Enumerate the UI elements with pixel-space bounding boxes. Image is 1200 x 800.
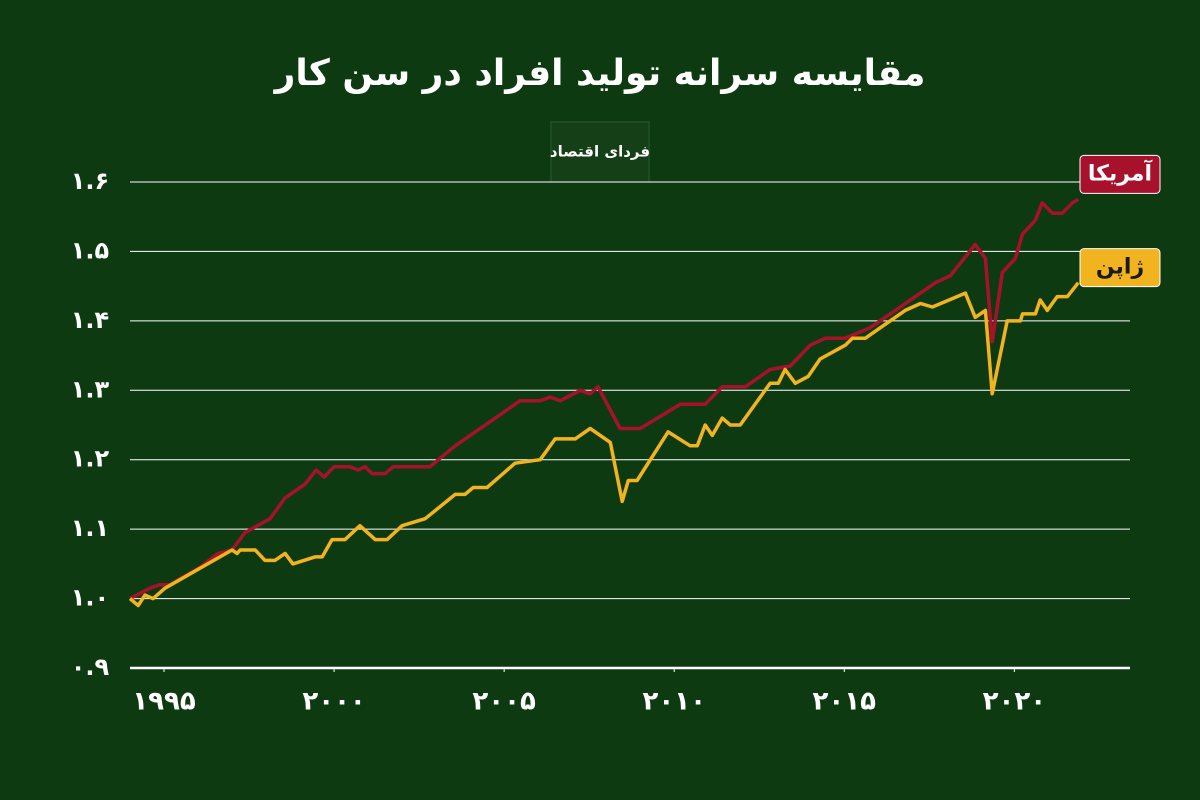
x-tick-label: ۲۰۰۰ <box>302 687 365 717</box>
y-tick-label: ۱.۴ <box>71 306 109 334</box>
x-tick-label: ۲۰۱۵ <box>813 687 877 717</box>
legend-label: آمریکا <box>1088 158 1153 186</box>
x-tick-label: ۱۹۹۵ <box>132 687 196 717</box>
logo: فردای اقتصاد <box>550 143 650 161</box>
y-tick-label: ۱.۵ <box>71 236 109 264</box>
legend-box <box>1079 248 1161 288</box>
y-tick-label: ۱.۲ <box>71 445 110 473</box>
x-tick-label: ۲۰۲۰ <box>983 687 1046 717</box>
y-tick-label: ۱.۶ <box>71 167 109 195</box>
x-tick-label: ۲۰۰۵ <box>472 687 536 717</box>
series-line <box>129 197 1080 601</box>
y-tick-label: ۱.۳ <box>71 375 110 403</box>
chart-title: مقایسه سرانه تولید افراد در سن کار <box>273 53 926 94</box>
y-tick-label: ۱.۰ <box>71 584 109 612</box>
series-line <box>128 281 1080 608</box>
y-tick-label: ۰.۹ <box>71 653 110 681</box>
x-tick-label: ۲۰۱۰ <box>642 687 705 717</box>
y-tick-label: ۱.۱ <box>71 514 109 542</box>
legend-label: ژاپن <box>1096 255 1144 280</box>
legend-box <box>1079 154 1161 194</box>
logo-box <box>550 121 650 183</box>
